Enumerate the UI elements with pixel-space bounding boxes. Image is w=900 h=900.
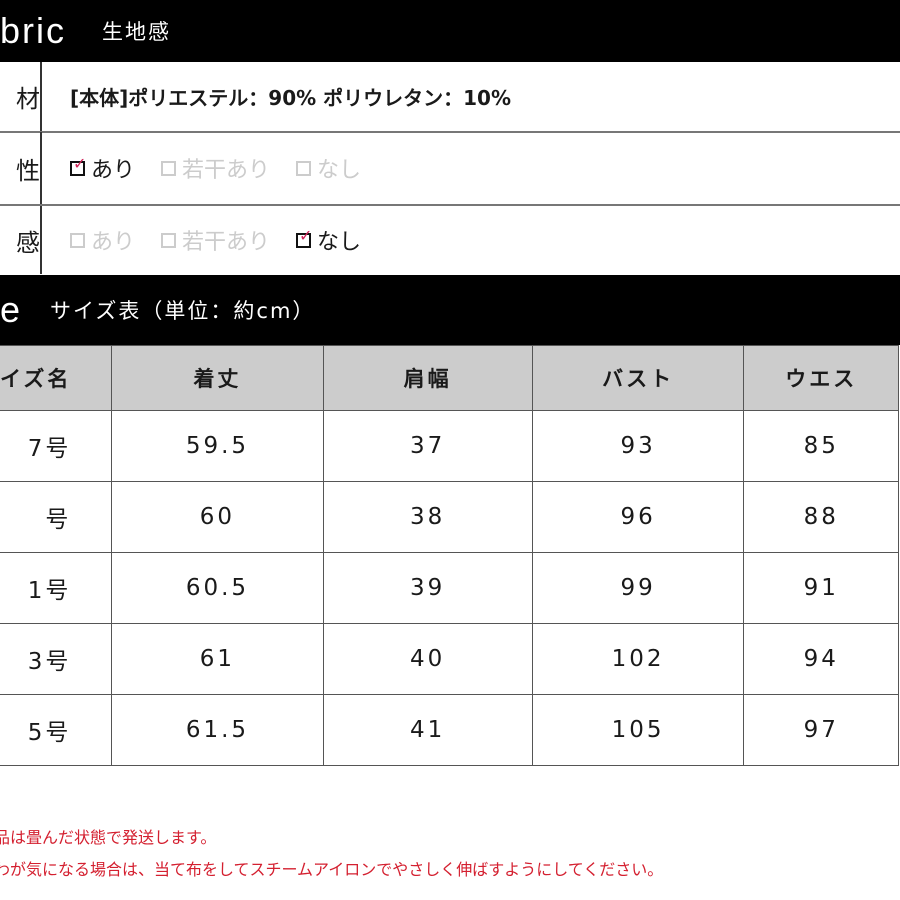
checked-box-icon [296, 226, 312, 248]
column-header: ウエス [743, 345, 899, 411]
option-label: 若干あり [182, 230, 271, 255]
table-cell: 5号 [0, 694, 113, 766]
option-若干あり: 若干あり [161, 152, 270, 184]
unchecked-box-icon [70, 232, 85, 248]
table-cell: 60 [111, 481, 324, 553]
table-cell: 7号 [0, 410, 113, 482]
table-header-row: イズ名 着丈 肩幅 バスト ウエス [0, 345, 899, 411]
column-header: 肩幅 [322, 345, 533, 411]
table-cell: 38 [322, 481, 533, 553]
table-cell: 94 [743, 623, 899, 695]
size-header: e サイズ表（単位：約cm） [0, 275, 900, 345]
fabric-title-en: bric [0, 10, 67, 51]
table-cell: 59.5 [111, 410, 324, 482]
table-cell: 60.5 [111, 552, 324, 624]
column-header: イズ名 [0, 345, 113, 411]
table-cell: 99 [531, 552, 745, 624]
unchecked-box-icon [161, 160, 177, 176]
table-cell: 105 [531, 694, 745, 766]
table-cell: 号 [0, 481, 113, 553]
table-row: 1号 60.5 39 99 91 [0, 552, 899, 624]
checked-box-icon [70, 154, 86, 176]
fabric-header: bric 生地感 [0, 0, 900, 62]
table-cell: 88 [743, 481, 899, 553]
table-row: 3号 61 40 102 94 [0, 623, 899, 695]
size-title-en: e [0, 289, 23, 330]
unchecked-box-icon [296, 160, 312, 176]
table-cell: 97 [743, 694, 899, 766]
option-label: あり [91, 158, 136, 183]
material-value: [本体]ポリエステル：90% ポリウレタン：10% [70, 86, 511, 110]
table-row: 号 60 38 96 88 [0, 481, 899, 553]
option-なし: なし [296, 224, 361, 256]
size-table: イズ名 着丈 肩幅 バスト ウエス 7号 59.5 37 93 85 号 60 38 96 88 1号 60.… [0, 345, 899, 766]
table-cell: 93 [531, 410, 745, 482]
option-label: あり [91, 230, 136, 255]
row-label: 感 [0, 206, 42, 274]
table-cell: 39 [322, 552, 533, 624]
table-cell: 1号 [0, 552, 113, 624]
notes: 品は畳んだ状態で発送します。 わが気になる場合は、当て布をしてスチームアイロンで… [0, 822, 663, 886]
table-cell: 91 [743, 552, 899, 624]
table-cell: 96 [531, 481, 745, 553]
table-cell: 102 [531, 623, 745, 695]
table-cell: 41 [322, 694, 533, 766]
table-cell: 37 [322, 410, 533, 482]
option-若干あり: 若干あり [161, 224, 270, 256]
note-line: わが気になる場合は、当て布をしてスチームアイロンでやさしく伸ばすようにしてくださ… [0, 860, 664, 879]
table-cell: 85 [743, 410, 899, 482]
option-なし: なし [296, 152, 361, 184]
option-あり: あり [70, 152, 135, 184]
table-cell: 61 [111, 623, 324, 695]
option-あり: あり [70, 224, 135, 256]
option-row: 感 あり 若干あり なし [0, 206, 900, 274]
table-cell: 61.5 [111, 694, 324, 766]
note-line: 品は畳んだ状態で発送します。 [0, 828, 217, 847]
table-cell: 3号 [0, 623, 113, 695]
material-row: 材 [本体]ポリエステル：90% ポリウレタン：10% [0, 62, 900, 133]
size-title-jp: サイズ表（単位：約cm） [50, 299, 316, 323]
row-label: 材 [0, 62, 42, 131]
option-label: なし [317, 230, 362, 255]
row-label: 性 [0, 132, 42, 204]
table-row: 7号 59.5 37 93 85 [0, 410, 899, 482]
option-label: 若干あり [182, 158, 271, 183]
option-row: 性 あり 若干あり なし [0, 132, 900, 206]
fabric-title-jp: 生地感 [102, 20, 172, 44]
table-cell: 40 [322, 623, 533, 695]
unchecked-box-icon [161, 232, 177, 248]
column-header: バスト [531, 345, 745, 411]
table-row: 5号 61.5 41 105 97 [0, 694, 899, 766]
column-header: 着丈 [111, 345, 324, 411]
option-label: なし [317, 158, 362, 183]
